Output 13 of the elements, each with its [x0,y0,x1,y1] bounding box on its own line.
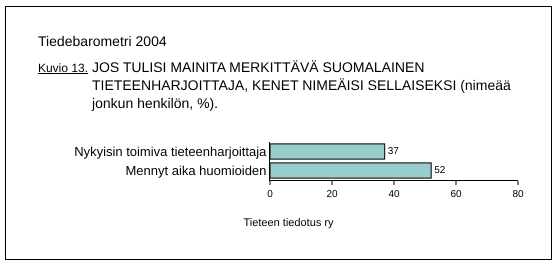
data-label: 52 [434,165,446,176]
text: Kuvio 13. [38,61,88,75]
text: Tiedebarometri 2004 [38,33,167,49]
x-tick-label: 80 [512,189,524,200]
x-tick-label: 40 [388,189,400,200]
y-tick-label: Nykyisin toimiva tieteenharjoittaja [74,144,268,160]
x-tick-label: 20 [326,189,338,200]
text: Tieteen tiedotus ry [242,217,335,229]
x-tick-label: 0 [267,189,274,200]
data-label: 37 [388,146,400,157]
chart-subtitle: JOS TULISI MAINITA MERKITTÄVÄ SUOMALAINEN TIETEENHARJOITTAJA, KENET NIMEÄISI SELLAISEKSI (nimeää jonkun henkilön, %). [92,58,512,112]
y-tick-label: Mennyt aika huomioiden [125,163,266,178]
x-tick-label: 60 [450,189,462,200]
